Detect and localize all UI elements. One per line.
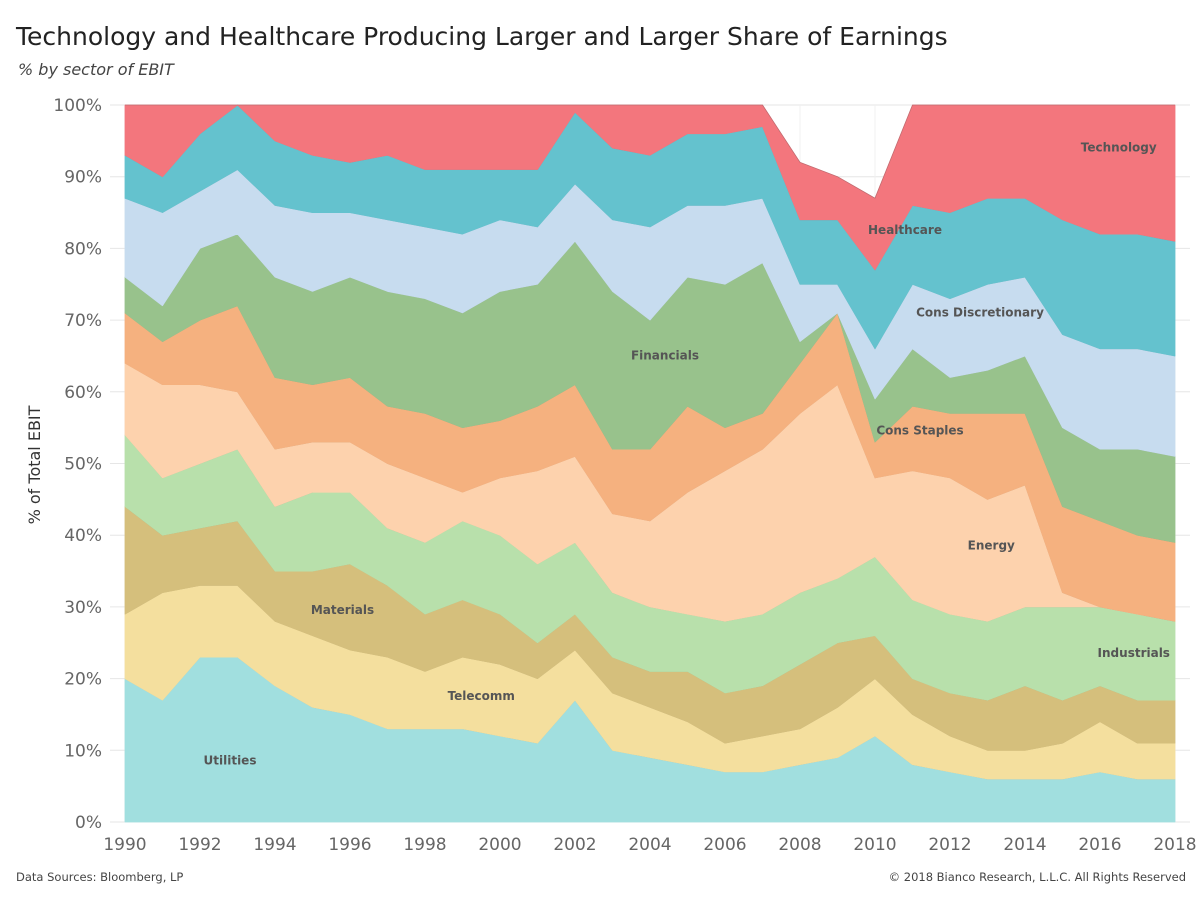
label-cons-discretionary: Cons Discretionary <box>916 305 1044 319</box>
x-axis-ticks: 1990 1992 1994 1996 1998 2000 2002 2004 2006 2008… <box>103 835 1196 855</box>
area-technology <box>124 104 1176 271</box>
x-tick-2006: 2006 <box>703 835 746 855</box>
x-tick-2012: 2012 <box>928 835 971 855</box>
sector-areas <box>124 104 1176 823</box>
chart-title: Technology and Healthcare Producing Larg… <box>16 22 948 51</box>
y-tick-40: 40% <box>64 526 102 546</box>
x-tick-1998: 1998 <box>403 835 446 855</box>
y-tick-30: 30% <box>64 598 102 618</box>
label-cons-staples: Cons Staples <box>876 424 963 438</box>
x-tick-1994: 1994 <box>253 835 296 855</box>
x-tick-2000: 2000 <box>478 835 521 855</box>
chart-subtitle: % by sector of EBIT <box>18 60 174 79</box>
label-financials: Financials <box>631 348 699 362</box>
x-tick-2008: 2008 <box>778 835 821 855</box>
x-tick-1992: 1992 <box>178 835 221 855</box>
sector-labels: Technology Healthcare Cons Discretionary Fi… <box>204 141 1170 768</box>
label-energy: Energy <box>968 538 1015 552</box>
y-tick-100: 100% <box>53 96 102 116</box>
x-tick-2014: 2014 <box>1003 835 1046 855</box>
data-source-note: Data Sources: Bloomberg, LP <box>16 870 184 884</box>
x-tick-2004: 2004 <box>628 835 671 855</box>
label-telecomm: Telecomm <box>448 689 515 703</box>
y-tick-20: 20% <box>64 670 102 690</box>
y-tick-10: 10% <box>64 741 102 761</box>
y-tick-70: 70% <box>64 311 102 331</box>
y-tick-50: 50% <box>64 455 102 475</box>
label-technology: Technology <box>1081 141 1157 155</box>
label-materials: Materials <box>311 603 374 617</box>
x-tick-2018: 2018 <box>1153 835 1196 855</box>
area-edge-technology <box>125 104 1175 199</box>
y-axis-label: % of Total EBIT <box>25 405 44 524</box>
x-tick-2016: 2016 <box>1078 835 1121 855</box>
label-industrials: Industrials <box>1098 646 1170 660</box>
x-tick-1990: 1990 <box>103 835 146 855</box>
y-tick-0: 0% <box>75 813 102 833</box>
x-tick-1996: 1996 <box>328 835 371 855</box>
y-tick-90: 90% <box>64 168 102 188</box>
x-tick-2010: 2010 <box>853 835 896 855</box>
label-utilities: Utilities <box>204 754 257 768</box>
copyright-note: © 2018 Bianco Research, L.L.C. All Right… <box>888 870 1186 884</box>
y-tick-80: 80% <box>64 239 102 259</box>
y-tick-60: 60% <box>64 383 102 403</box>
label-healthcare: Healthcare <box>868 223 942 237</box>
x-tick-2002: 2002 <box>553 835 596 855</box>
y-axis-ticks: 0% 10% 20% 30% 40% 50% 60% 70% 80% 90% 100% <box>53 96 102 833</box>
